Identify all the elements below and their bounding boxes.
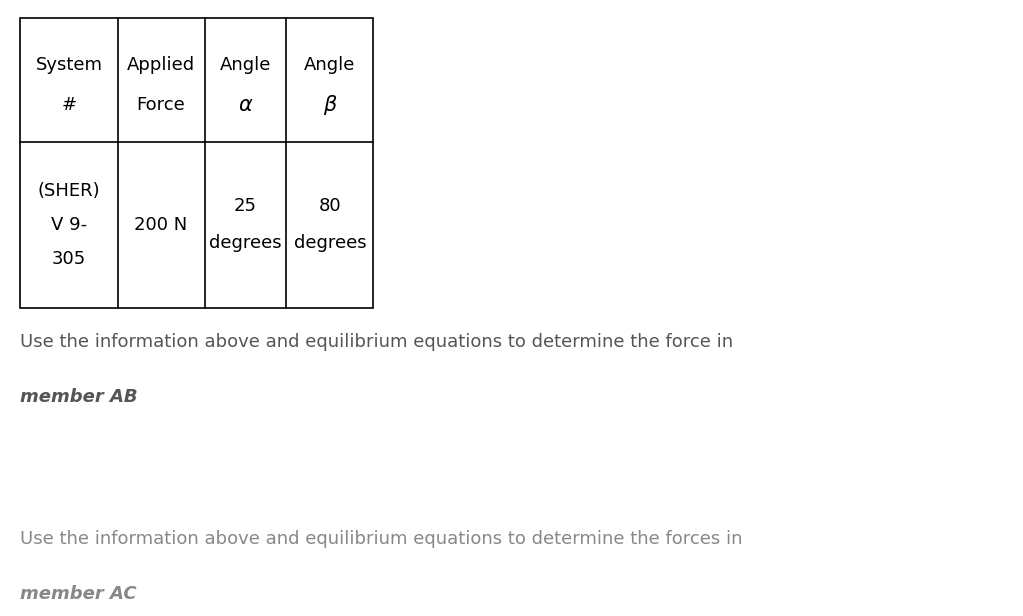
Text: Angle: Angle bbox=[220, 55, 271, 74]
Text: member AC: member AC bbox=[20, 585, 137, 603]
Text: System: System bbox=[36, 55, 102, 74]
Text: Use the information above and equilibrium equations to determine the force in: Use the information above and equilibriu… bbox=[20, 333, 733, 351]
Text: (SHER): (SHER) bbox=[38, 182, 100, 200]
Text: degrees: degrees bbox=[294, 234, 366, 253]
Text: #: # bbox=[61, 95, 77, 114]
Text: $\beta$: $\beta$ bbox=[322, 93, 338, 116]
Text: Force: Force bbox=[137, 95, 185, 114]
Text: V 9-: V 9- bbox=[51, 216, 87, 234]
Text: Use the information above and equilibrium equations to determine the forces in: Use the information above and equilibriu… bbox=[20, 530, 743, 548]
Text: 80: 80 bbox=[318, 197, 342, 216]
Text: Applied: Applied bbox=[127, 55, 195, 74]
Text: member AB: member AB bbox=[20, 388, 138, 406]
Text: 305: 305 bbox=[52, 249, 86, 268]
Text: 25: 25 bbox=[234, 197, 257, 216]
Text: 200 N: 200 N bbox=[134, 216, 188, 234]
Bar bbox=[20, 18, 373, 308]
Text: $\alpha$: $\alpha$ bbox=[237, 95, 254, 115]
Text: Angle: Angle bbox=[304, 55, 356, 74]
Text: degrees: degrees bbox=[210, 234, 281, 253]
